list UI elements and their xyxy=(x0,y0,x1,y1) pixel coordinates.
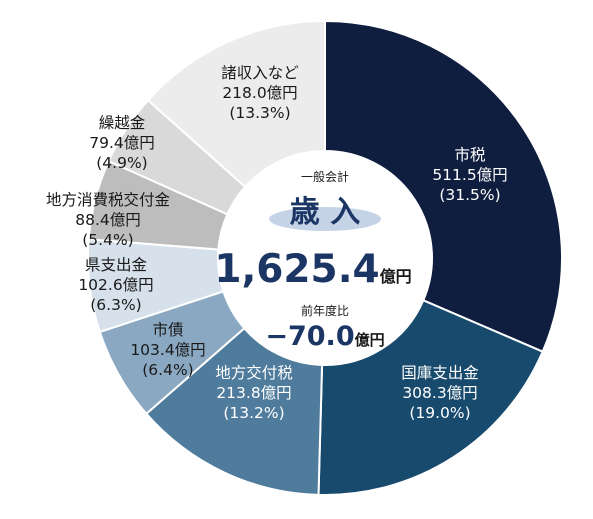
slice-label-percent-2: (13.2%) xyxy=(223,404,284,422)
slice-label-value-4: 102.6億円 xyxy=(78,276,153,294)
slice-label-percent-6: (4.9%) xyxy=(96,154,147,172)
slice-label-value-2: 213.8億円 xyxy=(216,384,291,402)
compare-label: 前年度比 xyxy=(301,303,349,318)
title-highlight xyxy=(269,207,381,231)
compare-row: −70.0億円 xyxy=(265,321,384,352)
slice-label-name-0: 市税 xyxy=(454,146,485,164)
compare-value: −70.0 xyxy=(265,321,354,352)
slice-label-name-7: 諸収入など xyxy=(221,64,299,82)
slice-label-percent-4: (6.3%) xyxy=(90,296,141,314)
compare-unit: 億円 xyxy=(355,331,385,349)
slice-label-percent-5: (5.4%) xyxy=(82,231,133,249)
slice-label-percent-0: (31.5%) xyxy=(439,186,500,204)
slice-label-percent-7: (13.3%) xyxy=(229,104,290,122)
slice-label-name-2: 地方交付税 xyxy=(215,364,293,382)
slice-label-percent-1: (19.0%) xyxy=(409,404,470,422)
slice-label-value-0: 511.5億円 xyxy=(432,166,507,184)
slice-label-name-1: 国庫支出金 xyxy=(401,364,479,382)
donut-center: 一般会計 歳 入 1,625.4億円 前年度比 −70.0億円 xyxy=(214,169,411,352)
slice-labels: 市税 511.5億円 (31.5%) 国庫支出金 308.3億円 (19.0%) 地方交付税… xyxy=(46,64,508,422)
slice-2 xyxy=(144,326,324,496)
slice-label-value-5: 88.4億円 xyxy=(75,211,141,229)
slice-label-value-6: 79.4億円 xyxy=(89,134,155,152)
center-title: 歳 入 xyxy=(290,195,360,230)
slice-label-value-1: 308.3億円 xyxy=(402,384,477,402)
slice-label-name-4: 県支出金 xyxy=(85,256,148,274)
slice-label-name-6: 繰越金 xyxy=(99,114,146,132)
slice-label-name-5: 地方消費税交付金 xyxy=(46,191,171,209)
slice-1 xyxy=(317,298,545,496)
center-total: 1,625.4億円 xyxy=(214,247,411,292)
slice-0 xyxy=(324,19,563,354)
slice-7 xyxy=(146,19,326,189)
slice-label-value-3: 103.4億円 xyxy=(130,341,205,359)
total-unit: 億円 xyxy=(380,267,412,286)
center-subtitle: 一般会計 xyxy=(301,169,349,184)
total-value: 1,625.4 xyxy=(214,247,379,292)
donut-slices xyxy=(87,19,563,496)
slice-label-name-3: 市債 xyxy=(152,321,183,339)
slice-label-value-7: 218.0億円 xyxy=(222,84,297,102)
slice-label-percent-3: (6.4%) xyxy=(142,361,193,379)
